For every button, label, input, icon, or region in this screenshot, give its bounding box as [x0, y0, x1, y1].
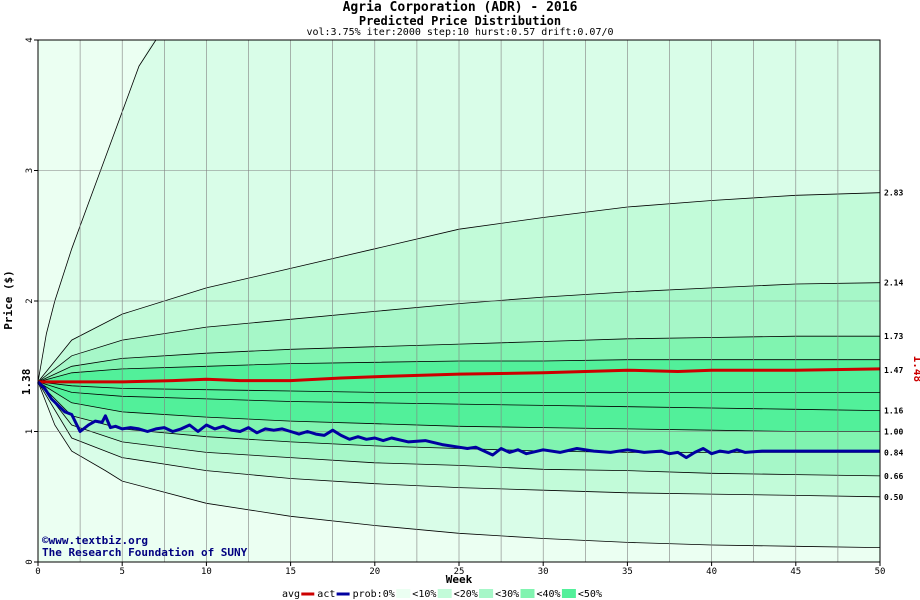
right-value-label: 1.73 [884, 332, 903, 341]
series-avg [38, 367, 881, 384]
start-price-label: 1.38 [20, 369, 33, 396]
x-tick-label: 40 [706, 567, 717, 577]
grid-lines [37, 39, 881, 563]
legend-band-swatch [437, 589, 452, 598]
x-tick-label: 45 [790, 567, 801, 577]
legend: avg act prob:0% <10% <20% <30% <40% <50% [282, 589, 602, 600]
x-tick-label: 15 [285, 567, 296, 577]
chart-subtitle: Predicted Price Distribution [358, 14, 562, 28]
legend-act-label: act [317, 589, 335, 600]
y-tick-label: 1 [25, 429, 35, 434]
x-axis-title: Week [446, 573, 473, 586]
x-tick-label: 35 [622, 567, 633, 577]
right-value-label: 1.16 [884, 407, 903, 416]
axes [34, 39, 881, 566]
legend-band-swatch [520, 589, 535, 598]
credit-organization: The Research Foundation of SUNY [42, 546, 248, 559]
chart-title: Agria Corporation (ADR) - 2016 [342, 0, 578, 15]
y-tick-label: 0 [25, 559, 35, 564]
right-value-label: 2.14 [884, 279, 903, 288]
y-tick-label: 4 [25, 37, 35, 42]
legend-band-swatch [561, 589, 576, 598]
x-tick-label: 30 [538, 567, 549, 577]
x-tick-label: 20 [369, 567, 380, 577]
legend-avg-label: avg [282, 589, 300, 600]
data-series [36, 367, 881, 460]
current-price-label: 1.48 [911, 356, 920, 383]
legend-band-swatch [479, 589, 494, 598]
x-tick-label: 10 [201, 567, 212, 577]
series-act [36, 380, 880, 460]
simulation-params: vol:3.75% iter:2000 step:10 hurst:0.57 d… [306, 27, 614, 38]
y-tick-label: 3 [25, 168, 35, 173]
legend-band-swatch [396, 589, 411, 598]
right-value-label: 0.66 [884, 472, 903, 481]
percentile-curve-top [37, 39, 157, 382]
y-axis-title: Price ($) [2, 270, 15, 330]
legend-band-label: <30% [495, 589, 519, 600]
legend-prob-label: prob:0% [353, 589, 395, 600]
y-tick-label: 2 [25, 298, 35, 303]
right-value-label: 2.83 [884, 189, 903, 198]
right-value-label: 1.47 [884, 366, 903, 375]
credit-website: ©www.textbiz.org [42, 534, 148, 547]
x-tick-label: 5 [119, 567, 124, 577]
right-value-label: 1.00 [884, 428, 903, 437]
x-tick-label: 25 [454, 567, 465, 577]
x-tick-label: 50 [875, 567, 886, 577]
right-value-label: 0.84 [884, 448, 903, 457]
right-value-label: 0.50 [884, 493, 903, 502]
x-tick-label: 0 [35, 567, 40, 577]
legend-band-label: <10% [412, 589, 436, 600]
axis-labels: 0 5 10 15 20 25 30 35 40 45 50 0 1 2 3 4 Week Price ($) 1.… [2, 37, 920, 586]
legend-band-label: <40% [537, 589, 561, 600]
legend-band-label: <50% [578, 589, 602, 600]
legend-band-label: <20% [454, 589, 478, 600]
